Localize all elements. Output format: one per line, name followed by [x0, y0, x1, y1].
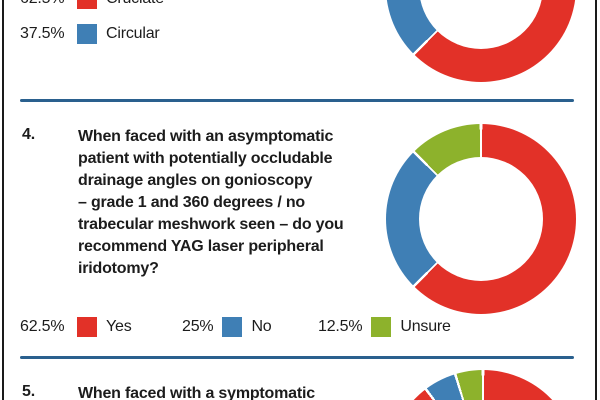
legend-label: Circular	[106, 25, 160, 42]
legend-swatch-red	[77, 317, 97, 337]
legend-label: Unsure	[400, 318, 451, 335]
question-5-text: When faced with a symptomatic	[78, 385, 315, 400]
question-4-text: When faced with an asymptomatic patient …	[78, 128, 344, 277]
page-right-border	[595, 0, 597, 400]
legend-item-unsure: 12.5% Unsure	[318, 317, 451, 337]
legend-swatch-blue	[77, 24, 97, 44]
legend-percent: 37.5%	[20, 25, 65, 42]
legend-percent: 25%	[182, 318, 214, 335]
legend-label: Yes	[106, 318, 132, 335]
legend-label: Cruciate	[106, 0, 164, 8]
legend-item-cruciate: 62.5% Cruciate	[20, 0, 164, 9]
legend-item-circular: 37.5% Circular	[20, 24, 160, 44]
legend-percent: 62.5%	[20, 0, 68, 8]
donut-chart-question-4	[386, 124, 576, 314]
legend-item-yes: 62.5% Yes	[20, 317, 132, 337]
question-5-number: 5.	[22, 383, 35, 400]
section-divider	[20, 356, 574, 359]
legend-percent: 62.5%	[20, 318, 65, 335]
donut-hole	[419, 157, 543, 281]
legend-percent: 12.5%	[318, 318, 363, 335]
donut-chart-top	[386, 0, 576, 82]
page-left-border	[2, 0, 4, 400]
section-divider	[20, 99, 574, 102]
legend-item-no: 25% No	[182, 317, 272, 337]
question-4-number: 4.	[22, 126, 35, 143]
legend-label: No	[251, 318, 272, 335]
donut-hole	[419, 0, 543, 49]
legend-swatch-green	[371, 317, 392, 337]
legend-swatch-red	[77, 0, 97, 9]
legend-swatch-blue	[222, 317, 243, 337]
